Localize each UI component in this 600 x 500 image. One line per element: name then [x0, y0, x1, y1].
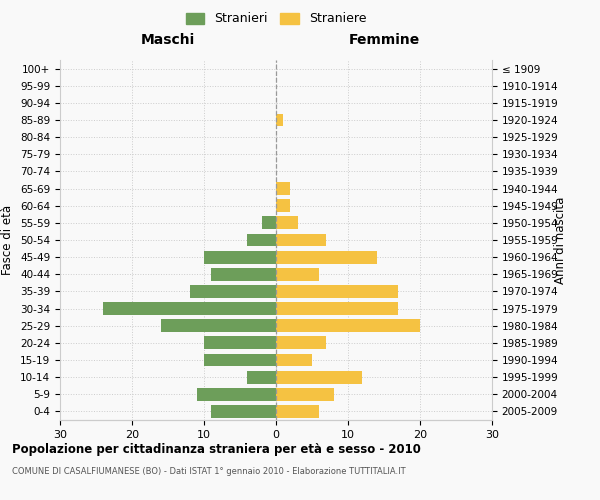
Legend: Stranieri, Straniere: Stranieri, Straniere [182, 8, 370, 29]
Text: Femmine: Femmine [349, 34, 419, 48]
Bar [276, 216, 298, 230]
Bar [276, 285, 398, 298]
Bar [276, 234, 326, 246]
Bar [276, 405, 319, 418]
Bar [276, 268, 319, 280]
Bar [247, 370, 276, 384]
Bar [211, 268, 276, 280]
Bar [247, 234, 276, 246]
Bar [276, 336, 326, 349]
Bar [204, 250, 276, 264]
Y-axis label: Anni di nascita: Anni di nascita [554, 196, 567, 284]
Y-axis label: Fasce di età: Fasce di età [1, 205, 14, 275]
Bar [190, 285, 276, 298]
Bar [204, 354, 276, 366]
Text: COMUNE DI CASALFIUMANESE (BO) - Dati ISTAT 1° gennaio 2010 - Elaborazione TUTTIT: COMUNE DI CASALFIUMANESE (BO) - Dati IST… [12, 468, 406, 476]
Bar [276, 320, 420, 332]
Bar [211, 405, 276, 418]
Bar [276, 354, 312, 366]
Bar [276, 370, 362, 384]
Bar [276, 182, 290, 195]
Bar [197, 388, 276, 400]
Bar [262, 216, 276, 230]
Bar [204, 336, 276, 349]
Bar [103, 302, 276, 315]
Bar [161, 320, 276, 332]
Bar [276, 388, 334, 400]
Bar [276, 200, 290, 212]
Text: Popolazione per cittadinanza straniera per età e sesso - 2010: Popolazione per cittadinanza straniera p… [12, 442, 421, 456]
Bar [276, 250, 377, 264]
Bar [276, 114, 283, 126]
Bar [276, 302, 398, 315]
Text: Maschi: Maschi [141, 34, 195, 48]
